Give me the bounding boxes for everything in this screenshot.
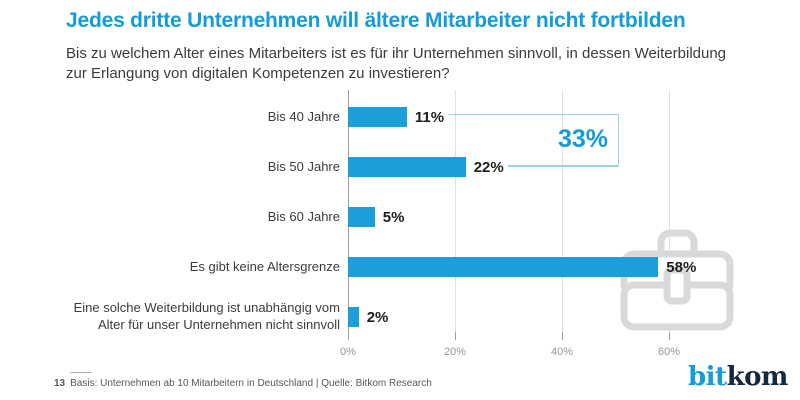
- axis-tickmark: [669, 332, 670, 340]
- axis-tickmark: [562, 332, 563, 340]
- bar-zone: 2%: [348, 307, 388, 327]
- value-label: 5%: [382, 208, 405, 226]
- bar-rows: Bis 40 Jahre 11% Bis 50 Jahre 22% Bis 60 Jah…: [66, 92, 696, 342]
- gridline: [669, 90, 670, 338]
- bar: [348, 207, 375, 227]
- chart-row: Bis 40 Jahre 11%: [66, 92, 696, 142]
- axis-tickmark: [455, 332, 456, 340]
- category-label: Bis 60 Jahre: [267, 208, 340, 224]
- axis-tick-label: 20%: [443, 346, 467, 358]
- gridline: [455, 90, 456, 338]
- bar: [348, 307, 359, 327]
- bar-zone: 58%: [348, 257, 696, 277]
- sum-bracket: [448, 114, 619, 166]
- axis-tick-label: 60%: [657, 346, 681, 358]
- page-number: 13: [54, 378, 66, 389]
- bar-chart: 0% 20% 40% 60% Bis 40 Jahre 11% Bis 50 Jahre 2…: [0, 90, 800, 375]
- footer-divider: [70, 372, 92, 373]
- bar-zone: 5%: [348, 207, 404, 227]
- gridline: [562, 90, 563, 338]
- sum-bracket-lower-line: [508, 165, 618, 167]
- source-text: Basis: Unternehmen ab 10 Mitarbeitern in…: [70, 378, 432, 389]
- bitkom-logo: bitkom: [688, 362, 788, 392]
- value-label: 11%: [414, 108, 445, 126]
- chart-row: Eine solche Weiterbildung ist unabhängig…: [66, 292, 696, 342]
- category-label: Eine solche Weiterbildung ist unabhängig…: [73, 300, 340, 332]
- chart-row: Bis 50 Jahre 22%: [66, 142, 696, 192]
- axis-tickmark: [348, 332, 349, 340]
- logo-part-bit: bit: [688, 362, 727, 392]
- sum-annotation-label: 33%: [557, 125, 608, 153]
- source-note: 13 Basis: Unternehmen ab 10 Mitarbeitern …: [54, 378, 432, 389]
- bar: [348, 107, 407, 127]
- bar-zone: 22%: [348, 157, 504, 177]
- bar: [348, 257, 659, 277]
- bar: [348, 157, 466, 177]
- subtitle-line-2: zur Erlangung von digitalen Kompetenzen …: [66, 65, 450, 82]
- value-label: 22%: [473, 158, 504, 176]
- page-title: Jedes dritte Unternehmen will ältere Mit…: [66, 9, 686, 32]
- chart-row: Es gibt keine Altersgrenze 58%: [66, 242, 696, 292]
- logo-part-kom: kom: [726, 362, 789, 392]
- category-label: Es gibt keine Altersgrenze: [189, 258, 340, 274]
- subtitle-line-1: Bis zu welchem Alter eines Mitarbeiters …: [66, 45, 727, 62]
- value-label: 2%: [366, 308, 389, 326]
- value-label: 58%: [666, 258, 697, 276]
- category-label: Bis 50 Jahre: [267, 158, 340, 174]
- bar-zone: 11%: [348, 107, 444, 127]
- axis-tick-label: 0%: [340, 346, 356, 358]
- chart-question-subtitle: Bis zu welchem Alter eines Mitarbeiters …: [66, 44, 776, 84]
- category-label: Bis 40 Jahre: [267, 108, 340, 124]
- chart-row: Bis 60 Jahre 5%: [66, 192, 696, 242]
- axis-tick-label: 40%: [550, 346, 574, 358]
